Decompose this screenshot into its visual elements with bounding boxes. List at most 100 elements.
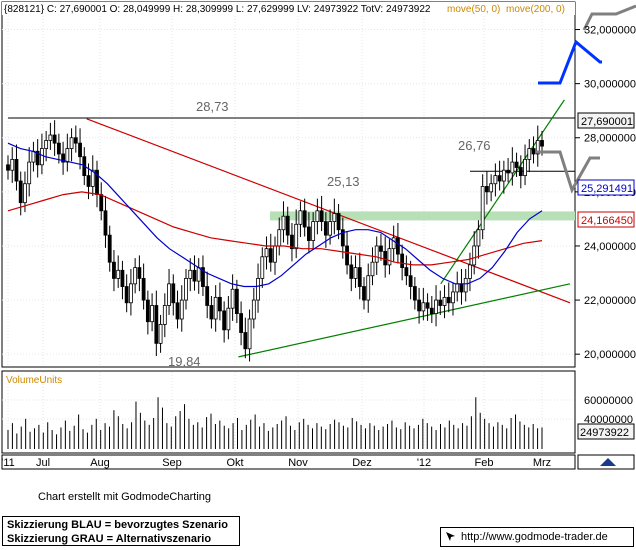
candle-body [510,161,515,174]
candle-body [463,278,468,293]
candle-body [201,267,205,287]
time-tick-label: Feb [475,457,494,469]
candle-body [35,150,40,166]
website-link[interactable]: http://www.godmode-trader.de [440,527,634,547]
ma50-value-box [577,179,635,196]
candle-body [485,186,489,193]
candle-body [370,261,375,277]
candle-body [133,267,138,285]
candle-body [103,210,108,236]
candle-body [442,296,447,306]
candle-body [251,299,256,320]
candle-body [345,245,349,266]
candle-body [285,215,290,236]
candle-body [417,299,421,312]
time-tick-label: Okt [226,457,243,469]
price-tick-label: 22,000000 [584,295,636,307]
price-tick-label: 28,000000 [584,133,636,145]
candle-body [107,234,112,263]
candle-body [213,296,218,320]
candle-body [476,229,481,247]
candle-body [404,267,409,277]
candle-body [27,161,32,185]
candle-body [396,237,400,255]
candle-body [425,302,430,309]
candle-body [14,158,19,182]
candle-body [145,299,150,323]
candle-body [44,140,49,149]
candle-body [209,305,214,320]
price-tick-label: 32,000000 [584,25,636,37]
nav-arrow-icon[interactable] [600,458,616,466]
candle-body [116,269,121,279]
candle-body [391,237,396,250]
time-axis-labels: '11 Jul Aug Sep Okt Nov Dez '12 Feb Mrz [1,457,551,469]
candle-body [90,169,95,187]
candle-body [349,264,354,279]
candle-body [179,299,184,320]
candle-body [323,221,328,236]
candle-body [506,169,510,174]
volume-tick-60m: 60000000 [584,395,633,407]
last-volume-box [577,423,635,440]
time-tick-label: Dez [352,457,372,469]
candle-body [120,269,125,287]
candle-body [40,148,44,166]
candle-body [374,245,379,263]
candle-body [446,296,451,304]
header-ma50: move(50, 0) [447,4,500,15]
candle-body [137,267,142,279]
candle-body [340,229,345,247]
candle-body [518,167,523,177]
candle-body [273,245,277,263]
short-term-trendline [440,99,565,285]
candle-body [260,256,265,279]
time-tick-label: '12 [417,457,431,469]
ma50-line [7,142,543,288]
candle-body [294,223,299,250]
candle-body [311,221,316,241]
candle-body [277,229,282,247]
candle-body [129,283,133,304]
candle-body [112,261,116,279]
candle-body [141,278,146,301]
candle-body [302,210,307,228]
candle-body [124,286,129,304]
candle-body [459,283,464,293]
price-tick-label: 20,000000 [584,349,636,361]
candle-body [218,296,222,312]
candle-body [175,302,180,320]
candle-body [268,248,273,263]
candle-body [264,248,269,258]
pointer-icon [446,532,455,541]
annotation-2676: 26,76 [458,138,491,153]
legend-blue: Skizzierung BLAU = bevorzugtes Szenario [7,519,228,531]
candle-body [184,278,188,301]
volume-tick-40m: 40000000 [584,414,633,426]
candle-body [73,137,78,144]
candle-body [357,267,362,287]
volume-panel [1,370,576,454]
ma200-value-label: 24,166450 [581,215,633,227]
website-url[interactable]: http://www.godmode-trader.de [461,531,608,543]
time-tick-label: '11 [1,457,15,469]
time-tick-label: Sep [162,457,182,469]
candle-body [31,150,36,163]
candle-body [192,269,197,282]
candle-body [540,140,544,147]
legend-gray: Skizzierung GRAU = Alternativszenario [7,533,212,545]
candle-body [434,299,438,314]
candle-body [438,299,443,306]
candle-body [408,275,413,287]
candle-body [387,248,392,266]
candle-body [412,286,417,301]
candle-body [52,134,57,144]
resistance-trendline [86,118,571,304]
volume-bars [7,397,543,449]
candle-body [23,183,27,204]
time-tick-label: Mrz [533,457,551,469]
candle-body [307,226,311,241]
candle-body [379,245,383,252]
header-ma200: move(200, 0) [506,4,565,15]
volume-title: VolumeUnits [6,375,62,386]
